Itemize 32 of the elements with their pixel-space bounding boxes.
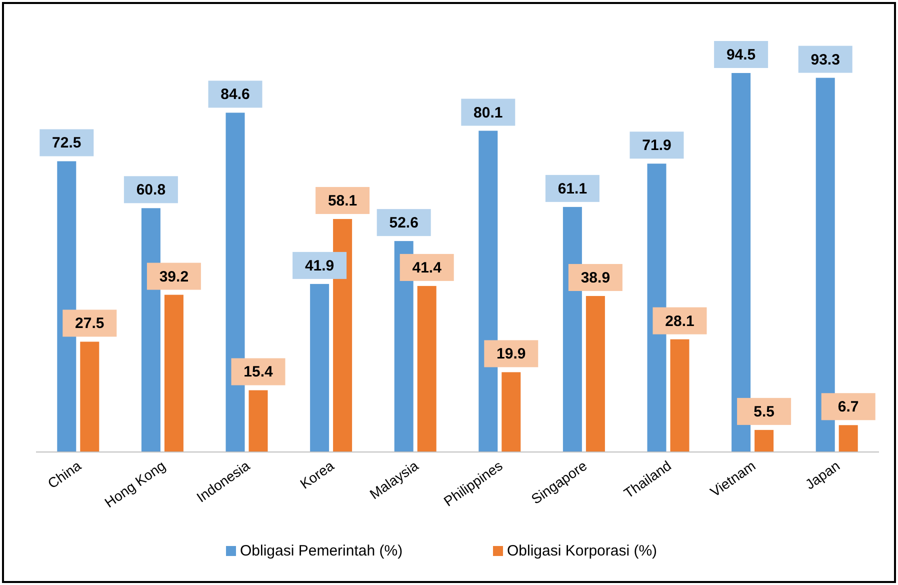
bar xyxy=(164,294,184,452)
data-label: 15.4 xyxy=(244,364,274,381)
data-label: 5.5 xyxy=(754,403,774,420)
data-label: 6.7 xyxy=(838,398,859,416)
data-label: 80.1 xyxy=(474,104,503,122)
legend-label: Obligasi Pemerintah (%) xyxy=(240,542,403,560)
data-label: 60.8 xyxy=(136,182,166,199)
data-label: 72.5 xyxy=(52,134,82,152)
bar xyxy=(586,296,605,452)
data-label: 41.9 xyxy=(304,257,334,274)
bar xyxy=(754,430,774,452)
bar xyxy=(310,284,330,452)
data-label: 41.4 xyxy=(412,259,442,276)
bar xyxy=(502,372,521,452)
data-label: 28.1 xyxy=(665,312,694,330)
bar xyxy=(670,339,690,452)
bar xyxy=(80,342,100,452)
data-label: 93.3 xyxy=(810,51,840,68)
data-label: 19.9 xyxy=(496,346,526,363)
data-label: 27.5 xyxy=(75,315,104,332)
data-label: 52.6 xyxy=(389,214,418,232)
data-label: 84.6 xyxy=(220,86,250,104)
legend-label: Obligasi Korporasi (%) xyxy=(507,542,658,560)
bar xyxy=(838,425,858,452)
bar xyxy=(248,390,268,452)
bar xyxy=(417,286,436,452)
data-label: 38.9 xyxy=(580,269,610,286)
data-label: 39.2 xyxy=(159,268,189,286)
data-label: 58.1 xyxy=(328,192,358,210)
data-label: 94.5 xyxy=(726,46,756,64)
data-label: 61.1 xyxy=(558,180,588,198)
data-label: 71.9 xyxy=(642,137,672,154)
